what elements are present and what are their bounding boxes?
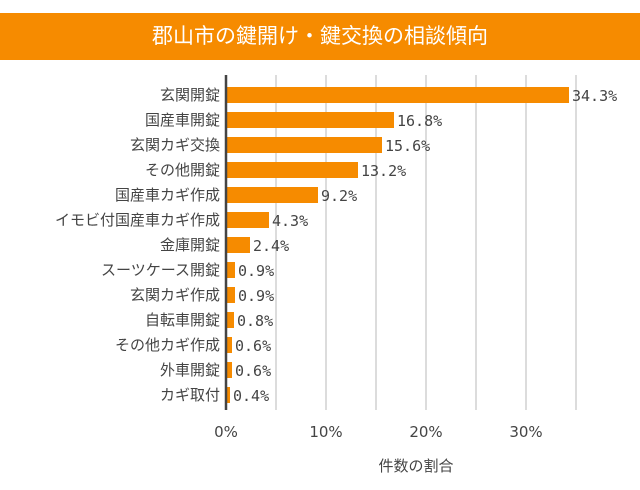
bar xyxy=(226,337,232,353)
data-label: 0.6% xyxy=(235,337,271,355)
bar xyxy=(226,362,232,378)
x-tick-label: 0% xyxy=(214,423,238,441)
x-tick-label: 30% xyxy=(509,423,542,441)
category-label: イモビ付国産車カギ作成 xyxy=(55,211,220,229)
category-label: スーツケース開錠 xyxy=(101,261,220,279)
x-tick-label: 20% xyxy=(409,423,442,441)
category-label: 玄関開錠 xyxy=(160,86,220,104)
data-label: 0.6% xyxy=(235,362,271,380)
bar xyxy=(226,262,235,278)
category-label: 自転車開錠 xyxy=(145,311,220,329)
category-label: カギ取付 xyxy=(160,386,220,404)
bar xyxy=(226,387,230,403)
category-label: 金庫開錠 xyxy=(160,236,220,254)
bar xyxy=(226,87,569,103)
chart-title: 郡山市の鍵開け・鍵交換の相談傾向 xyxy=(0,13,640,60)
data-label: 16.8% xyxy=(397,112,442,130)
data-label: 9.2% xyxy=(321,187,357,205)
category-label: 国産車カギ作成 xyxy=(115,186,220,204)
data-label: 2.4% xyxy=(253,237,289,255)
data-label: 0.4% xyxy=(233,387,269,405)
category-label: その他開錠 xyxy=(145,161,220,179)
bar xyxy=(226,137,382,153)
data-label: 13.2% xyxy=(361,162,406,180)
category-label: 外車開錠 xyxy=(160,361,220,379)
category-label: 国産車開錠 xyxy=(145,111,220,129)
bar xyxy=(226,237,250,253)
data-label: 0.9% xyxy=(238,287,274,305)
category-label: 玄関カギ作成 xyxy=(130,286,220,304)
x-axis-label: 件数の割合 xyxy=(378,457,453,475)
data-label: 4.3% xyxy=(272,212,308,230)
bar xyxy=(226,112,394,128)
data-label: 0.9% xyxy=(238,262,274,280)
data-label: 15.6% xyxy=(385,137,430,155)
data-label: 0.8% xyxy=(237,312,273,330)
bar xyxy=(226,312,234,328)
data-label: 34.3% xyxy=(572,87,617,105)
bar xyxy=(226,212,269,228)
category-label: その他カギ作成 xyxy=(115,336,220,354)
bar xyxy=(226,162,358,178)
category-label: 玄関カギ交換 xyxy=(130,136,220,154)
x-tick-label: 10% xyxy=(309,423,342,441)
bar xyxy=(226,287,235,303)
bar xyxy=(226,187,318,203)
